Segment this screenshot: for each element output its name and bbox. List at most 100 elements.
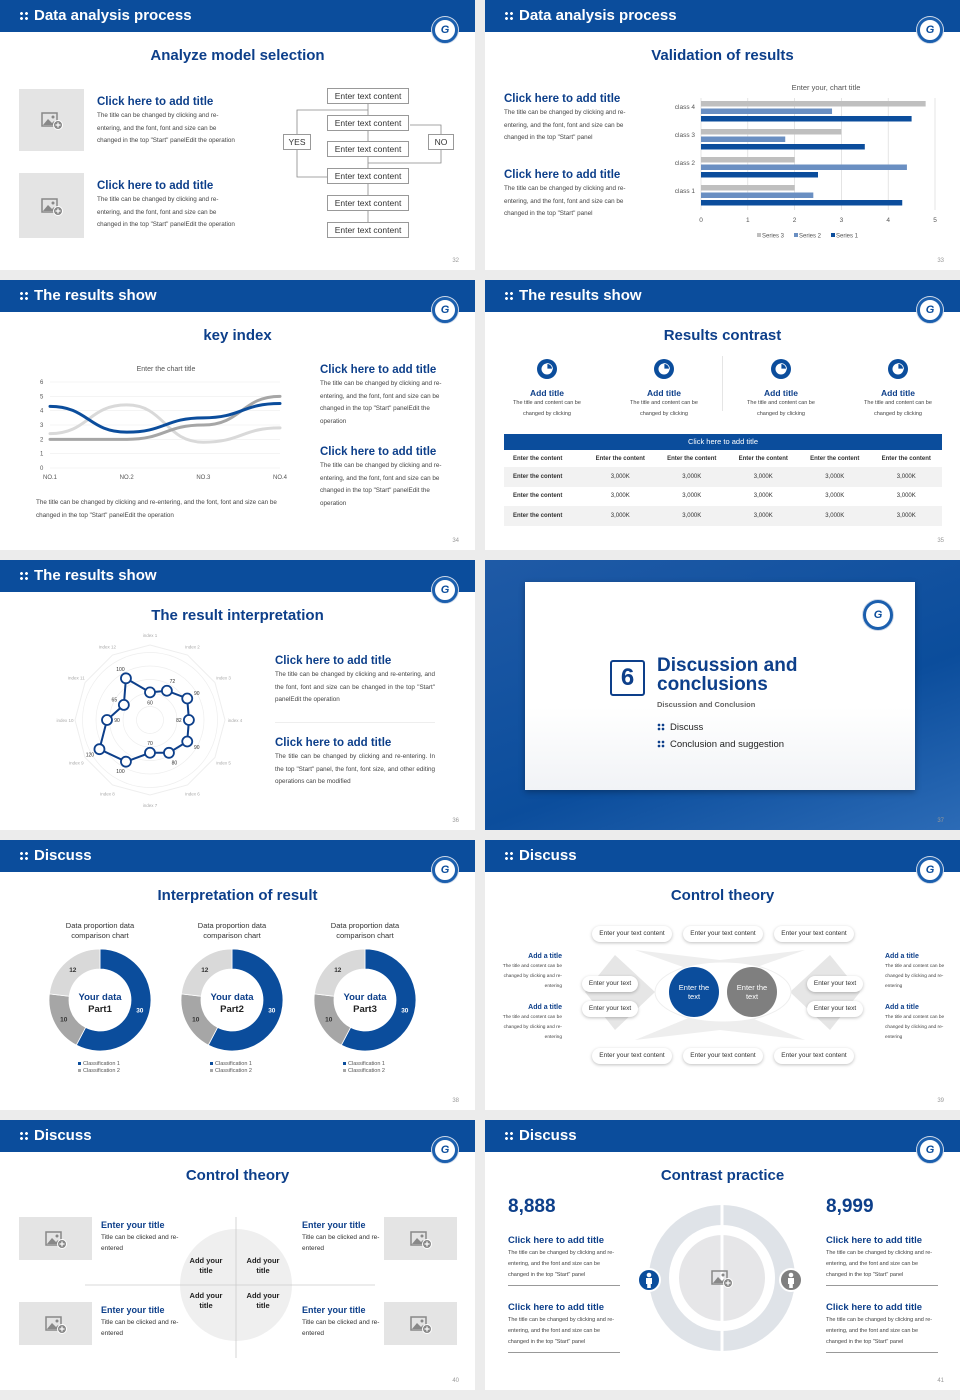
flow-step-box[interactable]: Enter text content: [327, 195, 409, 211]
quadrant-title[interactable]: Add your title: [246, 1256, 280, 1275]
x-tick-label: NO.2: [120, 475, 135, 481]
bottom-text-pill[interactable]: Enter your text content: [774, 1048, 854, 1064]
item-title[interactable]: Click here to add title: [504, 169, 621, 181]
top-text-pill[interactable]: Enter your text content: [683, 926, 763, 942]
text-item: Add a title The title and content can be …: [885, 953, 945, 992]
image-placeholder[interactable]: [711, 1268, 733, 1288]
image-placeholder[interactable]: [384, 1302, 457, 1345]
slide-39: Discuss G Control theory 39 Enter the text En…: [485, 840, 960, 1110]
item-title[interactable]: Enter your title: [302, 1305, 366, 1315]
right-text-pill[interactable]: Enter your text: [807, 1001, 863, 1017]
item-title[interactable]: Click here to add title: [826, 1302, 923, 1313]
quadrant-title[interactable]: Add your title: [189, 1291, 223, 1310]
image-placeholder[interactable]: [19, 89, 84, 151]
stat-number-right: 8,999: [826, 1196, 874, 1217]
item-title[interactable]: Enter your title: [302, 1220, 366, 1230]
item-title[interactable]: Click here to add title: [275, 655, 392, 667]
feature-title[interactable]: Add title: [764, 388, 798, 398]
right-text-pill[interactable]: Enter your text: [807, 976, 863, 992]
bottom-text-pill[interactable]: Enter your text content: [683, 1048, 763, 1064]
column-header: Enter the content: [513, 455, 563, 462]
top-text-pill[interactable]: Enter your text content: [774, 926, 854, 942]
slice-label: 12: [201, 967, 209, 974]
legend-swatch: [78, 1062, 81, 1065]
text-item: Click here to add title The title can be …: [97, 96, 242, 148]
bottom-text-pill[interactable]: Enter your text content: [592, 1048, 672, 1064]
y-category-label: class 2: [675, 160, 696, 167]
table-title[interactable]: Click here to add title: [504, 434, 942, 450]
section-header: Data analysis process: [485, 0, 960, 32]
donut-title-text: Data proportion data comparison chart: [197, 921, 267, 940]
radar-point: [181, 692, 194, 705]
item-title[interactable]: Click here to add title: [320, 364, 437, 376]
blue-circle: [669, 967, 719, 1017]
section-header: The results show: [485, 280, 960, 312]
feature-title[interactable]: Add title: [530, 388, 564, 398]
item-title[interactable]: Click here to add title: [320, 446, 437, 458]
slide-title: Control theory: [185, 1167, 290, 1184]
text-item: Enter your title Title can be clicked and…: [101, 1305, 179, 1339]
section-list-item[interactable]: Discuss: [657, 722, 703, 733]
image-placeholder[interactable]: [19, 1302, 92, 1345]
left-text-pill[interactable]: Enter your text: [582, 976, 638, 992]
feature-title[interactable]: Add title: [881, 388, 915, 398]
item-title[interactable]: Click here to add title: [508, 1302, 605, 1313]
donut-slice: [181, 949, 233, 997]
table-cell: 3,000K: [682, 512, 702, 519]
section-list-item[interactable]: Conclusion and suggestion: [657, 739, 784, 750]
flow-step-box[interactable]: Enter text content: [327, 88, 409, 104]
item-title[interactable]: Add a title: [528, 953, 562, 960]
data-label: 90: [114, 718, 120, 724]
item-title[interactable]: Click here to add title: [275, 737, 392, 749]
section-title: Discuss: [34, 847, 92, 864]
text-item: Click here to add title The title can be …: [320, 446, 455, 510]
image-placeholder[interactable]: [19, 173, 84, 238]
flow-step-box[interactable]: Enter text content: [327, 115, 409, 131]
bar-series-3: [701, 101, 926, 107]
donut-title: Data proportion data comparison chart: [315, 921, 415, 941]
item-title[interactable]: Click here to add title: [97, 96, 214, 108]
flow-step-box[interactable]: Enter text content: [327, 168, 409, 184]
quadrant-title[interactable]: Add your title: [189, 1256, 223, 1275]
pie-chart-icon: [888, 359, 908, 379]
item-title[interactable]: Enter your title: [101, 1305, 165, 1315]
section-header: The results show: [0, 560, 475, 592]
y-tick-label: 4: [40, 409, 44, 415]
section-title: The results show: [34, 567, 157, 584]
donut-center-line2: Part3: [353, 1004, 377, 1015]
item-text: The title can be changed by clicking and…: [97, 112, 235, 144]
slice-label: 10: [60, 1017, 68, 1024]
section-header: Discuss: [0, 840, 475, 872]
text-item: Enter your title Title can be clicked and…: [302, 1220, 380, 1254]
flow-step-box[interactable]: Enter text content: [327, 141, 409, 157]
image-placeholder[interactable]: [19, 1217, 92, 1260]
university-logo: G: [917, 857, 943, 883]
quadrant-title[interactable]: Add your title: [246, 1291, 280, 1310]
slide-title: Analyze model selection: [150, 47, 325, 64]
item-title[interactable]: Click here to add title: [97, 180, 214, 192]
image-placeholder[interactable]: [384, 1217, 457, 1260]
slice-label: 12: [69, 967, 77, 974]
table-cell: Enter the content: [513, 512, 563, 519]
item-text: Title can be clicked and re-entered: [302, 1319, 380, 1337]
item-title[interactable]: Add a title: [885, 953, 919, 960]
feature-title[interactable]: Add title: [647, 388, 681, 398]
line-chart: Enter the chart title 0 1 2 3 4 5 6 NO.1 NO.2 NO.3…: [40, 366, 288, 481]
legend-label: Series 1: [836, 234, 859, 240]
item-title[interactable]: Click here to add title: [508, 1235, 605, 1246]
section-header: The results show: [0, 280, 475, 312]
donut-title: Data proportion data comparison chart: [182, 921, 282, 941]
section-title: Discussion and conclusions: [657, 655, 798, 695]
left-text-pill[interactable]: Enter your text: [582, 1001, 638, 1017]
item-title[interactable]: Add a title: [528, 1004, 562, 1011]
item-title[interactable]: Enter your title: [101, 1220, 165, 1230]
flow-step-box[interactable]: Enter text content: [327, 222, 409, 238]
top-text-pill[interactable]: Enter your text content: [592, 926, 672, 942]
item-title[interactable]: Add a title: [885, 1004, 919, 1011]
contrast-diagram: [649, 1204, 795, 1352]
page-number: 32: [452, 258, 459, 264]
item-title[interactable]: Click here to add title: [826, 1235, 923, 1246]
table-row: Enter the content 3,000K 3,000K 3,000K 3,000…: [504, 506, 942, 526]
radar-point: [117, 699, 130, 711]
item-title[interactable]: Click here to add title: [504, 93, 621, 105]
